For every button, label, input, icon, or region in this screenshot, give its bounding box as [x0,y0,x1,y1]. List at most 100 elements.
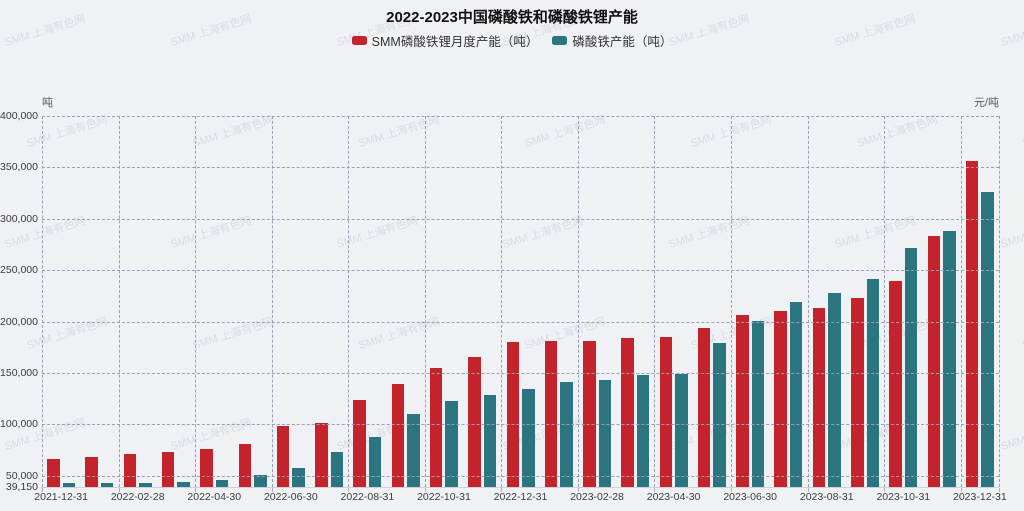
x-tick-label: 2022-02-28 [110,491,165,503]
x-tick-label: 2022-10-31 [417,491,471,503]
lfp-bar[interactable] [391,384,405,487]
ip-bar[interactable] [713,343,726,487]
legend-swatch-lfp [351,36,367,45]
ip-bar[interactable] [751,320,765,487]
ip-bar[interactable] [598,380,612,487]
ip-bar[interactable] [330,452,344,487]
lfp-bar[interactable] [276,426,290,487]
lfp-bar[interactable] [812,308,826,487]
x-axis-tick [884,488,886,492]
chart-title: 2022-2023中国磷酸铁和磷酸铁锂产能 [386,9,638,26]
horizontal-gridline [42,475,999,477]
vertical-gridline [999,116,1000,487]
ip-bar[interactable] [943,231,956,487]
horizontal-gridline [42,218,999,220]
ip-bar[interactable] [100,483,114,487]
ip-bar[interactable] [981,192,994,487]
ip-bar[interactable] [215,479,229,487]
ip-bar[interactable] [407,414,420,487]
plot-area [42,116,1000,487]
ip-bar[interactable] [62,483,76,487]
ip-bar[interactable] [139,483,152,487]
vertical-gridline [577,116,579,487]
ip-bar[interactable] [866,279,880,487]
ip-bar[interactable] [445,400,458,487]
lfp-bar[interactable] [200,449,213,487]
horizontal-gridline [42,116,999,117]
lfp-bar[interactable] [927,236,941,487]
x-tick-label: 2022-06-30 [263,491,318,503]
ip-bar[interactable] [483,394,497,487]
vertical-gridline [884,116,886,487]
right-axis-unit-label: 元/吨 [973,97,999,109]
lfp-bar[interactable] [47,459,60,487]
lfp-bar[interactable] [506,342,519,487]
lfp-bar[interactable] [429,367,443,487]
vertical-gridline [271,116,273,487]
ip-bar[interactable] [904,247,918,487]
ip-bar[interactable] [254,474,267,487]
x-axis-tick [960,488,962,492]
vertical-gridline [654,116,656,487]
lfp-bar[interactable] [736,315,749,487]
x-axis-tick [731,488,733,492]
ip-bar[interactable] [368,436,382,487]
ip-bar[interactable] [789,302,803,487]
x-tick-label: 2023-08-31 [799,491,854,503]
ip-bar[interactable] [292,467,305,487]
lfp-bar[interactable] [621,338,634,487]
x-axis-tick [999,488,1000,492]
lfp-bar[interactable] [697,327,711,487]
lfp-bar[interactable] [583,341,596,487]
lfp-bar[interactable] [161,452,175,487]
legend-label-ip: 磷酸铁产能（吨） [572,35,673,49]
lfp-bar[interactable] [851,297,864,487]
legend-label-lfp: SMM磷酸铁锂月度产能（吨） [371,35,539,49]
lfp-bar[interactable] [889,280,902,487]
left-axis-unit-label: 吨 [42,97,53,109]
lfp-bar[interactable] [544,341,558,487]
ip-bar[interactable] [675,374,688,487]
legend-item-ip[interactable]: 磷酸铁产能（吨） [552,31,672,50]
x-tick-label: 2022-04-30 [187,491,242,503]
lfp-bar[interactable] [315,423,328,487]
lfp-bar[interactable] [468,356,481,487]
vertical-gridline [195,116,197,487]
legend-item-lfp[interactable]: SMM磷酸铁锂月度产能（吨） [351,31,539,50]
vertical-gridline [960,116,962,487]
lfp-bar[interactable] [774,311,787,487]
x-tick-label: 2022-08-31 [340,491,395,503]
watermark-text: SMM 上海有色网 [1021,114,1024,150]
horizontal-gridline [42,167,999,169]
ip-bar[interactable] [522,389,535,487]
lfp-bar[interactable] [238,443,252,487]
x-axis-tick [348,488,350,492]
lfp-bar[interactable] [965,161,979,487]
lfp-bar[interactable] [353,399,366,487]
horizontal-gridline [42,321,999,323]
lfp-bar[interactable] [659,337,673,487]
ip-bar[interactable] [636,375,650,487]
x-axis-tick [118,488,120,492]
vertical-gridline [118,116,120,487]
x-axis-tick [271,488,273,492]
horizontal-gridline [42,373,999,375]
x-axis-tick [42,488,43,492]
watermark-text: SMM 上海有色网 [1021,316,1024,352]
x-tick-label: 2023-06-30 [723,491,778,503]
lfp-bar[interactable] [85,457,98,487]
legend: SMM磷酸铁锂月度产能（吨） 磷酸铁产能（吨） [0,31,1024,50]
y-tick-label: 400,000 [0,110,38,122]
x-axis-tick [424,488,426,492]
x-axis-tick [654,488,656,492]
ip-bar[interactable] [560,382,573,487]
x-axis-tick [501,488,503,492]
ip-bar[interactable] [177,482,190,487]
x-tick-label: 2023-04-30 [646,491,701,503]
vertical-gridline [348,116,350,487]
y-tick-label: 300,000 [0,212,38,225]
y-tick-label: 250,000 [0,264,38,277]
ip-bar[interactable] [828,292,841,487]
lfp-bar[interactable] [123,454,137,487]
